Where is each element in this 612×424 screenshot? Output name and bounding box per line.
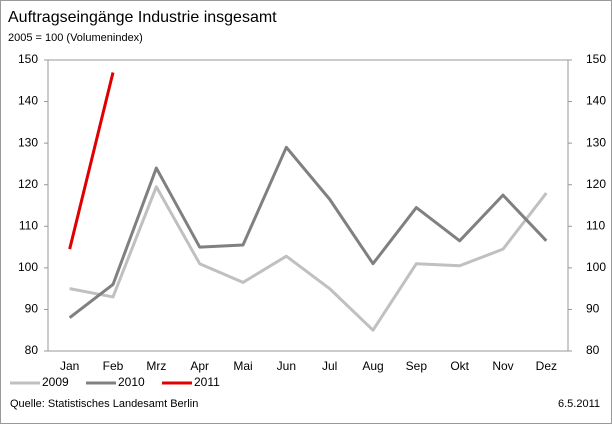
y2-tick-label: 120 [586,177,606,191]
legend-label: 2009 [42,375,69,389]
y-tick-label: 120 [18,177,38,191]
y-tick-label: 100 [18,260,38,274]
y2-tick-label: 140 [586,94,606,108]
chart-title: Auftragseingänge Industrie insgesamt [8,9,277,26]
y2-tick-label: 110 [586,218,605,232]
x-tick-label: Jan [60,359,79,373]
x-tick-label: Nov [492,359,513,373]
legend-label: 2010 [118,375,145,389]
x-tick-label: Jun [277,359,296,373]
y-tick-label: 90 [25,302,39,316]
legend-label: 2011 [194,375,220,389]
line-series [68,145,548,319]
y-tick-label: 130 [18,135,38,149]
y-tick-label: 150 [18,52,38,66]
y2-tick-label: 100 [586,260,606,274]
x-tick-label: Aug [362,359,383,373]
line-series [68,72,115,250]
line-series [69,185,548,332]
y-tick-label: 80 [25,343,39,357]
x-tick-label: Jul [322,359,337,373]
source: Quelle: Statistisches Landesamt Berlin [10,398,198,410]
y-tick-label: 140 [18,94,38,108]
plot-frame [47,59,569,352]
y2-tick-label: 80 [586,343,600,357]
y2-tick-label: 130 [586,135,606,149]
y-tick-label: 110 [19,218,38,232]
x-tick-label: Dez [536,359,557,373]
x-tick-label: Apr [190,359,209,373]
x-tick-label: Mrz [146,359,166,373]
x-tick-label: Okt [450,359,469,373]
y2-tick-label: 90 [586,302,600,316]
date: 6.5.2011 [558,398,600,410]
x-tick-label: Mai [233,359,252,373]
y2-tick-label: 150 [586,52,606,66]
x-tick-label: Sep [406,359,428,373]
chart-subtitle: 2005 = 100 (Volumenindex) [8,32,143,44]
x-tick-label: Feb [103,359,124,373]
